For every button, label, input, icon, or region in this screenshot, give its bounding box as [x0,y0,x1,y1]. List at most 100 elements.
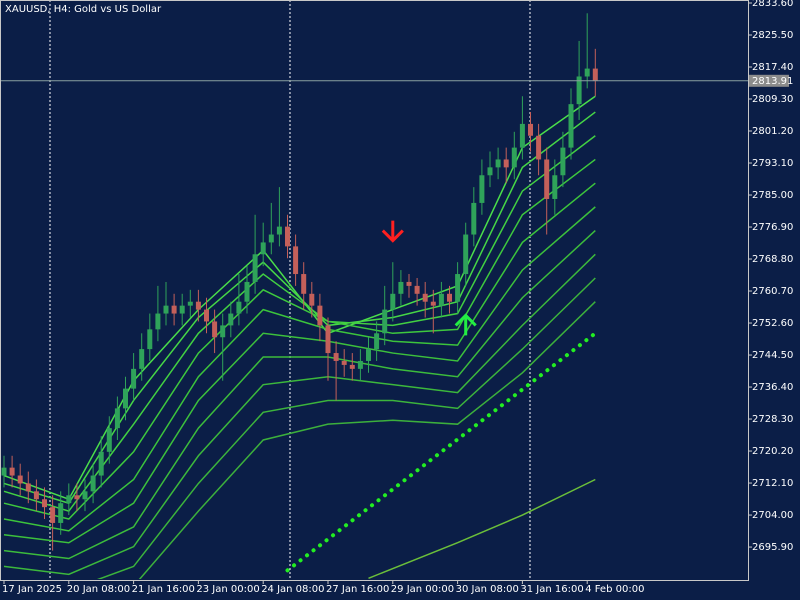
candle-body [349,364,355,369]
y-tick-label: 2817.40 [752,62,793,73]
y-tick-label: 2752.60 [752,318,793,329]
marks [1,13,748,579]
candle-body [325,325,331,354]
y-tick-label: 2801.20 [752,126,793,137]
ma-line [3,253,596,576]
candle-body [301,274,307,294]
candle-body [390,293,396,310]
candle-body [406,281,412,286]
plot-border [0,0,749,581]
candle-body [528,123,533,136]
x-tick-label: 31 Jan 16:00 [520,584,583,595]
candle-body [260,242,266,255]
candle-body [220,325,226,338]
y-tick-label: 2704.00 [752,510,793,521]
y-tick-label: 2809.30 [752,94,793,105]
candle-body [66,495,72,504]
y-tick-label: 2825.50 [752,30,793,41]
candle-body [438,293,444,306]
candle-body [252,254,258,282]
ma-line [3,230,596,560]
candle-body [552,175,558,199]
candle-body [131,368,137,389]
signal-arrow [454,313,477,336]
ma-line [3,206,596,544]
candle-body [50,507,56,523]
x-tick-label: 20 Jan 08:00 [67,584,130,595]
x-tick-label: 17 Jan 2025 [2,584,62,595]
candle-body [568,104,574,148]
arrow-shape [381,220,404,243]
y-tick-label: 2793.10 [752,158,793,169]
candle-body [114,408,120,429]
candle-body [471,202,477,235]
ma-line [96,277,596,579]
candle-body [212,321,218,338]
plot-area [1,1,748,579]
candle-body [309,293,315,306]
candle-body [374,333,380,350]
candle-body [455,274,461,302]
y-tick-label: 2744.50 [752,350,793,361]
candle-body [98,451,104,476]
candle-body [544,159,550,199]
candle-body [536,135,542,160]
candle-body [228,313,234,326]
candle-body [147,329,153,350]
candle-body [357,360,363,369]
candle-body [90,475,96,492]
arrow-shape [454,313,477,336]
y-tick-label: 2833.60 [752,0,793,9]
candle-body [33,491,39,500]
candle-body [171,305,177,314]
candle-body [398,281,404,294]
candle-body [366,349,371,361]
candle-body [341,360,347,365]
ma-line [368,478,596,579]
ma-line [3,182,596,532]
candle-body [447,293,452,302]
candle-body [17,475,23,484]
y-tick-label: 2720.20 [752,446,793,457]
candle-body [576,76,582,105]
candle-body [487,167,493,176]
x-tick-label: 21 Jan 16:00 [132,584,195,595]
y-tick-label: 2760.70 [752,286,793,297]
y-tick-label: 2785.00 [752,190,793,201]
x-tick-label: 23 Jan 00:00 [196,584,259,595]
y-tick-label: 2712.10 [752,478,793,489]
candle-body [139,349,145,369]
candle-body [195,301,201,310]
candle-body [236,301,242,314]
candle-body [463,234,469,275]
x-tick-label: 29 Jan 00:00 [391,584,454,595]
candle-body [163,305,169,314]
x-tick-label: 27 Jan 16:00 [326,584,389,595]
candle-body [1,467,7,476]
candle-body [317,305,323,326]
y-tick-label: 2768.80 [752,254,793,265]
candle-body [58,503,64,523]
candle-body [82,491,88,500]
trend-dots [285,331,598,573]
ma-line [138,301,596,579]
y-tick-label: 2728.30 [752,414,793,425]
y-tick-label: 2776.90 [752,222,793,233]
candle-body [106,428,112,452]
signal-arrow [381,220,404,243]
candle-body [204,309,209,322]
candle-body [430,301,436,306]
candle-body [511,147,517,168]
candle-body [74,495,80,500]
x-tick-label: 30 Jan 08:00 [456,584,519,595]
candle-body [479,175,485,203]
candle-body [155,313,161,330]
candle-body [244,281,250,302]
candle-body [268,234,274,243]
candle-body [333,353,339,361]
x-tick-label: 24 Jan 08:00 [261,584,324,595]
candle-body [42,499,47,508]
